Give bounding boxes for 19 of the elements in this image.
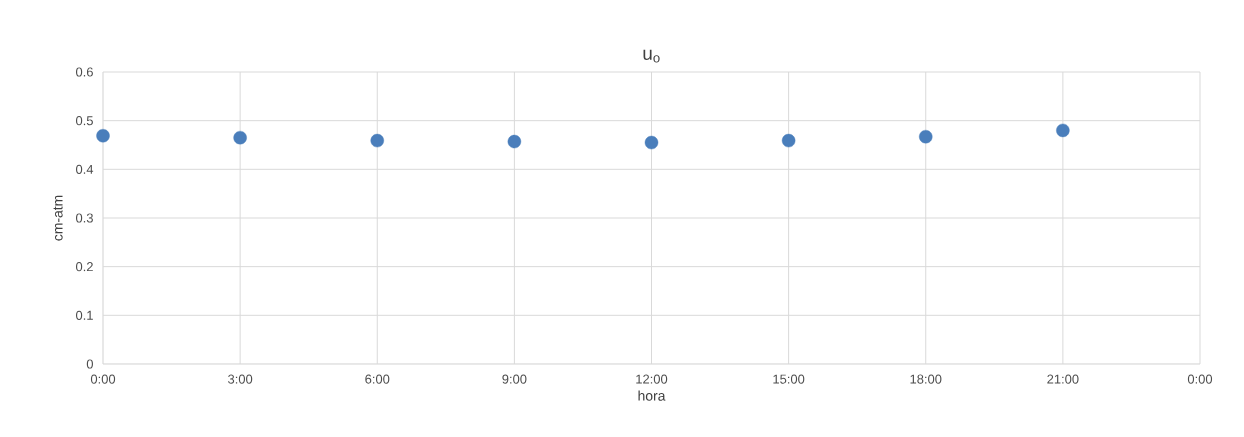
x-tick-label: 6:00 (365, 374, 390, 384)
y-axis-title: cm-atm (53, 195, 63, 241)
chart-title: u$_{o}$ (643, 49, 660, 63)
x-tick-label: 15:00 (773, 374, 805, 384)
y-tick-label: 0.4 (75, 164, 94, 174)
y-tick-label: 0.6 (75, 67, 93, 77)
y-tick-label: 0.3 (75, 213, 93, 223)
x-tick-label: 9:00 (502, 374, 527, 384)
x-tick-label: 0:00 (90, 374, 116, 384)
y-tick-label: 0.2 (75, 262, 93, 272)
x-axis-title: hora (638, 390, 666, 401)
x-tick-label: 21:00 (1047, 374, 1079, 384)
y-tick-label: 0.1 (75, 310, 93, 320)
y-tick-label: 0.5 (75, 116, 93, 126)
x-tick-label: 3:00 (228, 374, 253, 384)
y-tick-label: 0 (86, 359, 93, 369)
x-tick-label: 0:00 (1187, 374, 1213, 384)
x-tick-label: 12:00 (636, 374, 668, 384)
x-tick-label: 18:00 (910, 374, 942, 384)
